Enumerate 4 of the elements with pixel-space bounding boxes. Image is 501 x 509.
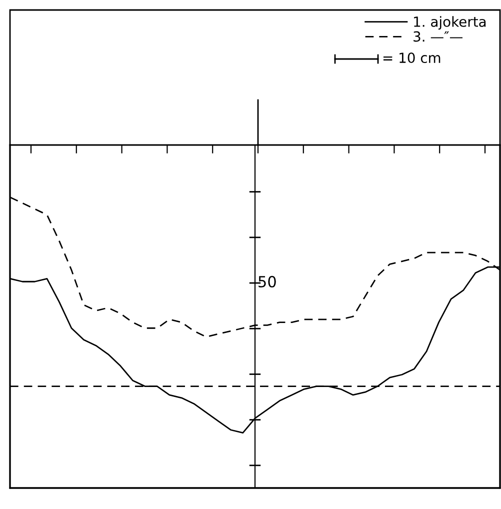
legend-label: 3. —″—	[414, 31, 462, 42]
legend-label: 1. ajokerta	[414, 16, 486, 30]
annotation: 50	[258, 276, 276, 288]
text: = 10 cm	[383, 52, 440, 64]
